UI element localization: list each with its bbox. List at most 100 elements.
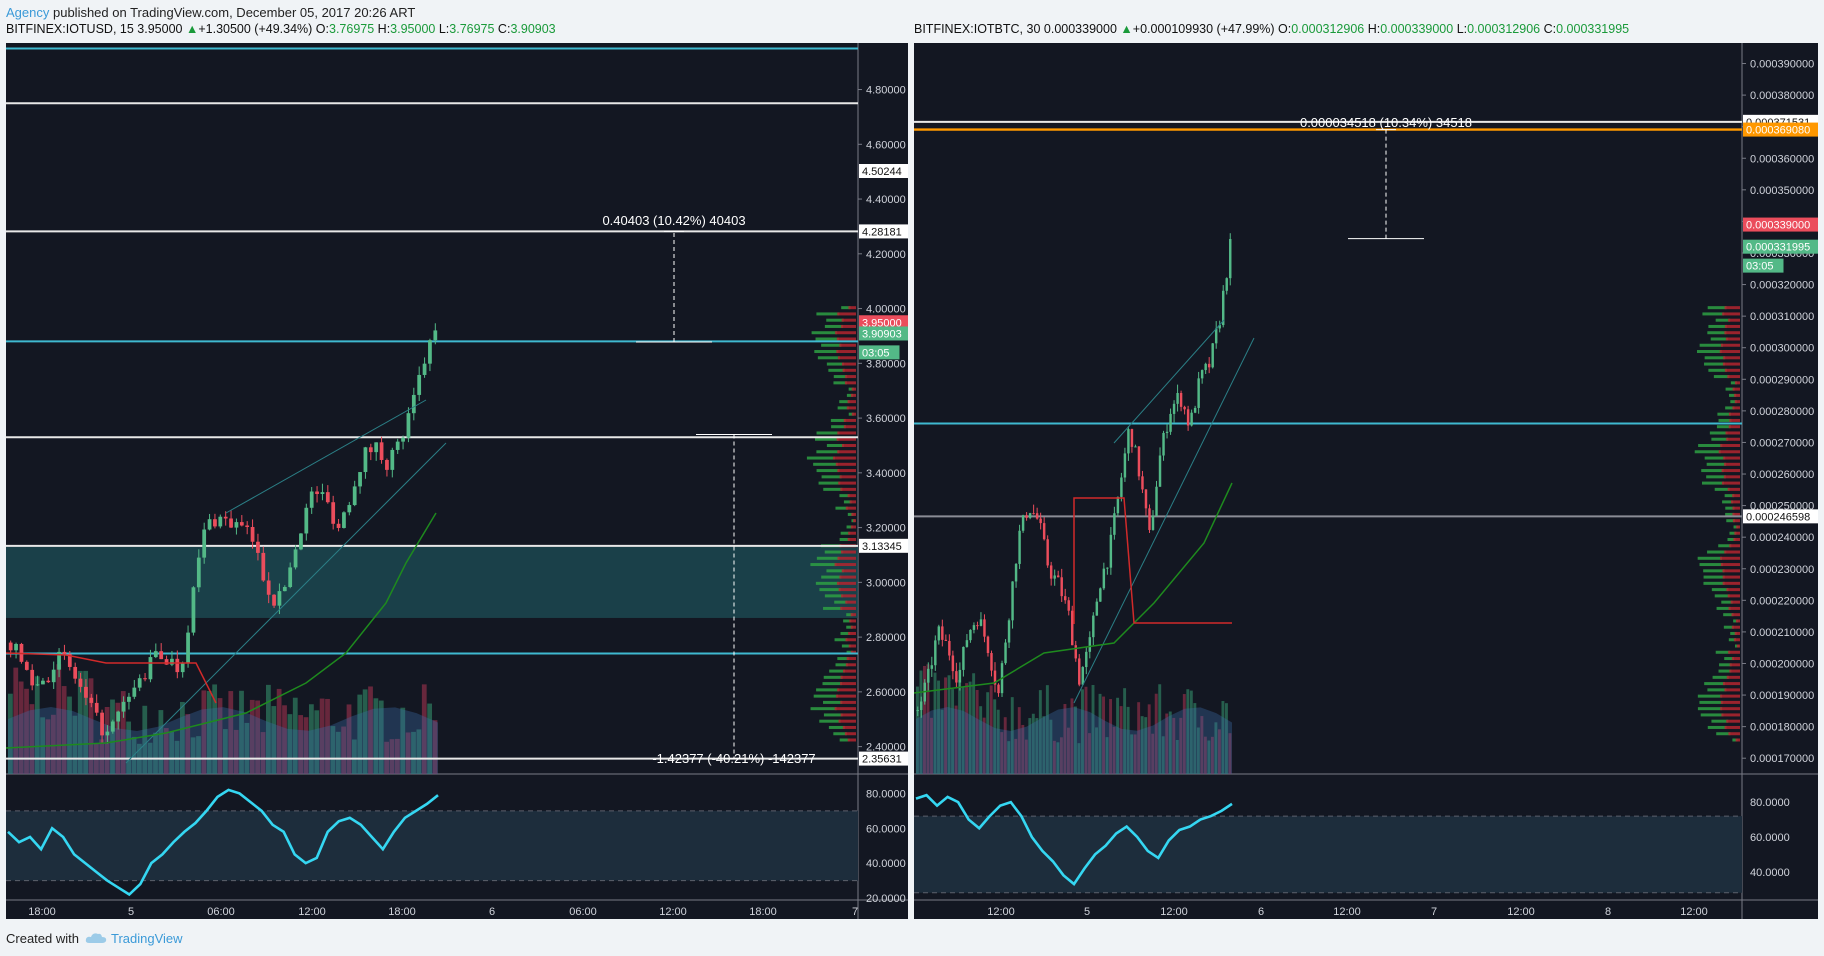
x-tick-label: 12:00	[1680, 906, 1708, 918]
volume-profile-bar	[1724, 324, 1740, 328]
price-tag	[859, 751, 908, 766]
candle-body	[282, 586, 287, 592]
volume-profile-bar	[824, 324, 844, 328]
candle-body	[1179, 393, 1183, 407]
candle-body	[234, 522, 239, 528]
x-tick-label: 18:00	[388, 906, 416, 918]
price-tag	[859, 315, 908, 330]
volume-profile-bar	[1725, 506, 1735, 510]
volume-profile-bar	[834, 563, 856, 567]
volume-bar	[309, 704, 314, 774]
volume-profile-bar	[819, 588, 841, 592]
volume-profile-bar	[841, 324, 856, 328]
y-tick-label: 4.80000	[866, 85, 906, 97]
volume-bar	[163, 728, 169, 774]
volume-profile-bar	[1728, 638, 1737, 642]
volume-bar	[1126, 706, 1130, 774]
volume-bar	[45, 719, 51, 774]
price-tag	[859, 345, 900, 360]
candle-body	[132, 687, 137, 697]
volume-bar	[180, 701, 185, 774]
volume-bar	[56, 664, 62, 774]
volume-bar	[1056, 742, 1060, 774]
chart-panel-iotbtc[interactable]: 0.000034518 (10.34%) 34518 0.000390000 0.0…	[914, 43, 1818, 919]
volume-profile-bar	[839, 475, 856, 479]
tradingview-link[interactable]: TradingView	[110, 931, 183, 946]
volume-profile-bar	[839, 537, 850, 541]
volume-bar	[972, 673, 976, 774]
volume-profile-bar	[1724, 494, 1735, 498]
volume-profile-bar	[1731, 613, 1740, 617]
candle-body	[1028, 513, 1032, 518]
candle-body	[277, 591, 282, 606]
y-tick-label: 2.80000	[866, 632, 906, 644]
volume-profile-bar	[847, 512, 854, 516]
volume-bar	[352, 739, 357, 774]
candle-body	[229, 518, 233, 528]
volume-profile-bar	[1715, 318, 1731, 322]
chart-background	[914, 43, 1818, 919]
volume-bar	[1049, 719, 1053, 774]
volume-profile-bar	[1708, 324, 1727, 328]
y-tick-label: 0.000280000	[1750, 406, 1814, 418]
volume-bar	[378, 700, 384, 774]
volume-profile-bar	[851, 412, 856, 416]
volume-bar	[1084, 686, 1088, 774]
volume-bar	[233, 729, 239, 774]
chart-header-iotusd: BITFINEX:IOTUSD, 15 3.95000 ▲+1.30500 (+…	[6, 22, 556, 36]
volume-profile-bar	[1716, 606, 1731, 610]
candle-body	[1225, 278, 1228, 291]
volume-bar	[196, 736, 201, 774]
volume-profile-bar	[1717, 412, 1731, 416]
candle-body	[1130, 429, 1134, 447]
volume-bar	[1130, 734, 1134, 774]
rsi-line	[7, 788, 439, 897]
volume-profile-bar	[1724, 368, 1740, 372]
volume-bar	[1028, 718, 1032, 774]
volume-profile-bar	[1699, 700, 1723, 704]
volume-profile-bar	[1724, 657, 1735, 661]
candle-body	[1197, 378, 1200, 408]
price-tag-label: 4.28181	[862, 226, 902, 238]
volume-bar	[1140, 716, 1144, 774]
volume-profile-bar	[845, 663, 856, 667]
volume-bar	[1045, 685, 1049, 774]
candle-body	[116, 711, 121, 722]
volume-profile-bar	[819, 719, 841, 723]
volume-profile-bar	[1732, 494, 1740, 498]
volume-profile-bar	[1728, 732, 1740, 736]
volume-profile-bar	[1722, 581, 1740, 585]
volume-profile-bar	[847, 537, 856, 541]
candle-body	[309, 491, 314, 508]
tradingview-cloud-icon	[85, 933, 107, 943]
volume-bar	[937, 680, 940, 774]
volume-profile-bar	[1734, 393, 1740, 397]
volume-profile-bar	[1699, 343, 1723, 347]
volume-profile-bar	[830, 418, 846, 422]
volume-profile-bar	[839, 575, 856, 579]
candle-body	[213, 519, 217, 527]
candle-body	[1007, 620, 1011, 643]
volume-bar	[923, 665, 926, 774]
candle-body	[1053, 575, 1056, 579]
volume-bar	[993, 699, 997, 774]
indicator-line	[6, 512, 437, 749]
volume-bar	[1070, 698, 1074, 774]
volume-profile-bar	[1721, 469, 1740, 473]
volume-bar	[1147, 704, 1151, 774]
volume-profile-bar	[831, 425, 846, 429]
volume-profile-bar	[1734, 400, 1740, 404]
candle-body	[153, 651, 158, 658]
author-link[interactable]: Agency	[6, 5, 50, 20]
volume-profile-bar	[823, 675, 843, 679]
volume-profile-bar	[1723, 475, 1740, 479]
y-tick-label: 2.60000	[866, 687, 906, 699]
chart-panel-iotusd[interactable]: 0.40403 (10.42%) 40403 -1.42377 (-40.21%)…	[6, 43, 908, 919]
volume-bar	[330, 726, 336, 774]
volume-profile-bar	[848, 631, 856, 635]
volume-bar	[223, 729, 228, 774]
rsi-tick-label: 80.0000	[1750, 797, 1790, 809]
candle-body	[1014, 563, 1018, 582]
volume-bar	[421, 684, 427, 774]
volume-profile-bar	[811, 331, 838, 335]
